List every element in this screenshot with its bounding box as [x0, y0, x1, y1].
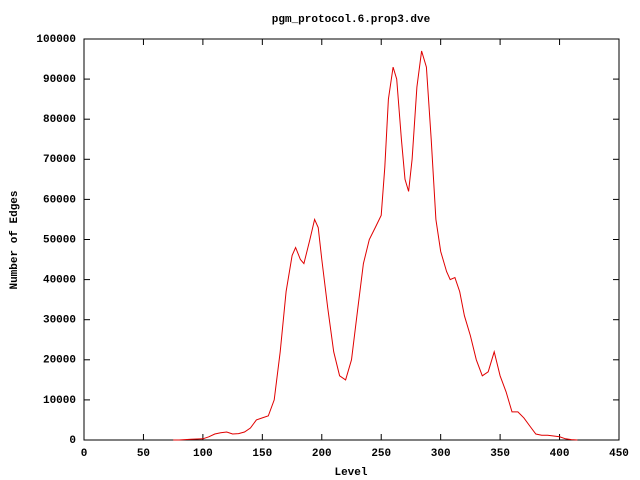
y-tick-label: 90000: [43, 74, 76, 86]
x-tick-label: 50: [137, 448, 150, 460]
y-tick-label: 10000: [43, 395, 76, 407]
y-tick-label: 0: [69, 435, 76, 447]
data-line: [173, 50, 578, 441]
y-tick-label: 80000: [43, 114, 76, 126]
y-tick-label: 30000: [43, 315, 76, 327]
x-tick-label: 450: [609, 448, 629, 460]
y-tick-label: 70000: [43, 154, 76, 166]
x-tick-label: 0: [81, 448, 88, 460]
x-tick-label: 150: [252, 448, 272, 460]
x-axis-label: Level: [334, 467, 367, 479]
x-tick-label: 250: [371, 448, 391, 460]
x-tick-label: 100: [193, 448, 213, 460]
chart-title: pgm_protocol.6.prop3.dve: [272, 14, 431, 26]
y-tick-label: 100000: [36, 34, 76, 46]
x-tick-label: 400: [550, 448, 570, 460]
y-axis-label: Number of Edges: [9, 190, 21, 289]
y-tick-label: 60000: [43, 194, 76, 206]
y-tick-label: 20000: [43, 355, 76, 367]
y-tick-label: 50000: [43, 234, 76, 246]
x-tick-label: 350: [490, 448, 510, 460]
y-tick-label: 40000: [43, 275, 76, 287]
x-tick-label: 300: [431, 448, 451, 460]
x-tick-label: 200: [312, 448, 332, 460]
plot-frame: [83, 38, 620, 441]
